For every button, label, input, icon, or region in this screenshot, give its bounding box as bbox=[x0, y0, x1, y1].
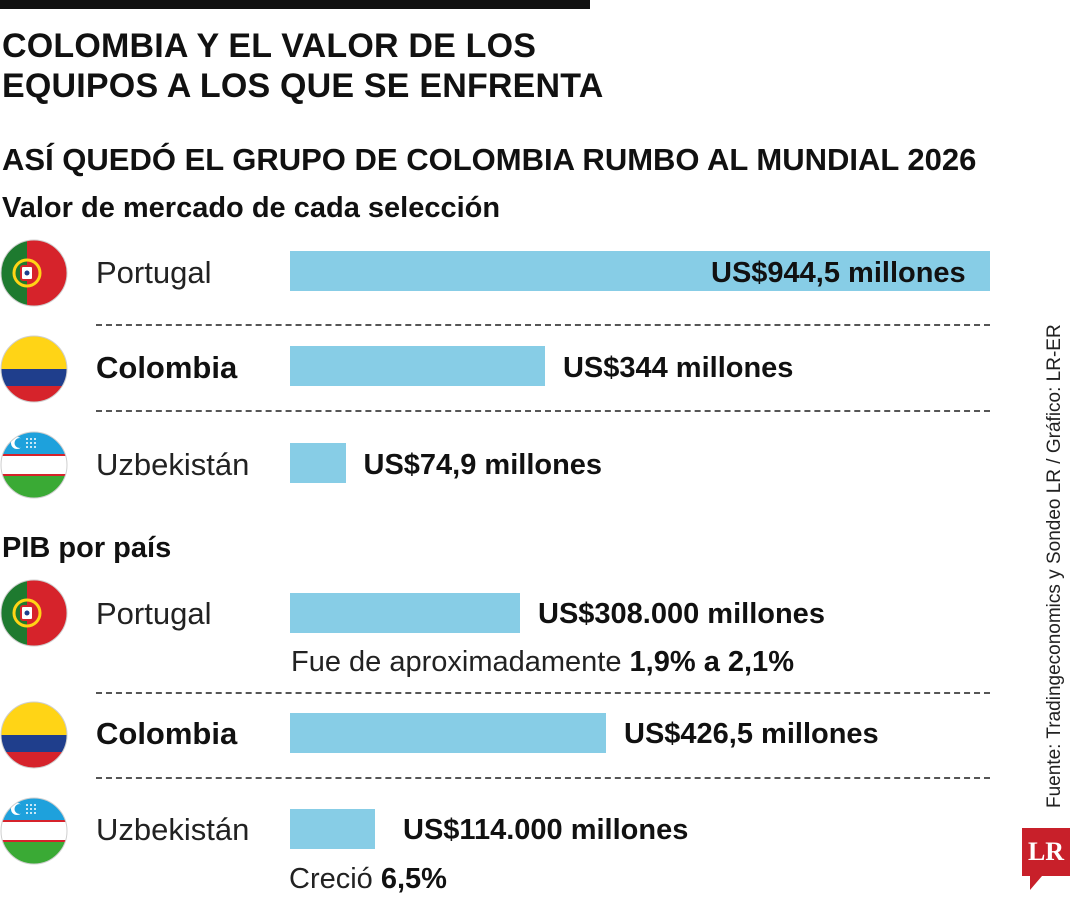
value-label-market-uzbekistan: US$74,9 millones bbox=[363, 449, 603, 481]
bar-market-uzbekistan bbox=[290, 443, 346, 483]
uzbekistan-flag-icon bbox=[0, 797, 68, 865]
value-label-market-portugal: US$944,5 millones bbox=[711, 257, 966, 289]
value-label-market-colombia: US$344 millones bbox=[562, 352, 794, 384]
bar-gdp-colombia bbox=[290, 713, 606, 753]
row-divider bbox=[96, 777, 990, 779]
category-label-portugal: Portugal bbox=[96, 596, 212, 631]
category-label-portugal: Portugal bbox=[96, 255, 212, 290]
chart-title: COLOMBIA Y EL VALOR DE LOS EQUIPOS A LOS… bbox=[2, 27, 604, 105]
logo-text: LR bbox=[1027, 837, 1065, 866]
note-gdp-uzbekistan: Creció 6,5% bbox=[289, 859, 447, 899]
lr-logo-icon bbox=[1022, 828, 1070, 890]
category-label-colombia: Colombia bbox=[96, 716, 238, 751]
category-label-colombia: Colombia bbox=[96, 350, 238, 385]
bar-gdp-portugal bbox=[290, 593, 520, 633]
section-title-market-value: Valor de mercado de cada selección bbox=[2, 192, 501, 224]
row-divider bbox=[96, 324, 990, 326]
top-rule bbox=[0, 0, 590, 9]
bar-market-colombia bbox=[290, 346, 545, 386]
category-label-uzbekistan: Uzbekistán bbox=[96, 812, 250, 847]
uzbekistan-flag-icon bbox=[0, 431, 68, 499]
colombia-flag-icon bbox=[0, 335, 68, 403]
value-label-gdp-portugal: US$308.000 millones bbox=[538, 598, 825, 630]
colombia-flag-icon bbox=[0, 701, 68, 769]
bar-market-portugal bbox=[290, 251, 990, 291]
source-credit: Fuente: Tradingeconomics y Sondeo LR / G… bbox=[1044, 324, 1065, 808]
category-label-uzbekistan: Uzbekistán bbox=[96, 447, 250, 482]
value-label-gdp-colombia: US$426,5 millones bbox=[624, 718, 879, 750]
portugal-flag-icon bbox=[0, 239, 68, 307]
portugal-flag-icon bbox=[0, 579, 68, 647]
row-divider bbox=[96, 692, 990, 694]
chart-subtitle: ASÍ QUEDÓ EL GRUPO DE COLOMBIA RUMBO AL … bbox=[2, 142, 977, 177]
note-text: Creció bbox=[289, 863, 381, 895]
bar-gdp-uzbekistan bbox=[290, 809, 375, 849]
note-text: Fue de aproximadamente bbox=[291, 646, 630, 678]
note-gdp-portugal: Fue de aproximadamente 1,9% a 2,1% bbox=[291, 642, 794, 682]
row-divider bbox=[96, 410, 990, 412]
section-title-gdp: PIB por país bbox=[2, 532, 172, 564]
note-emphasis: 6,5% bbox=[380, 863, 447, 895]
value-label-gdp-uzbekistan: US$114.000 millones bbox=[403, 814, 689, 846]
note-emphasis: 1,9% a 2,1% bbox=[629, 646, 794, 678]
